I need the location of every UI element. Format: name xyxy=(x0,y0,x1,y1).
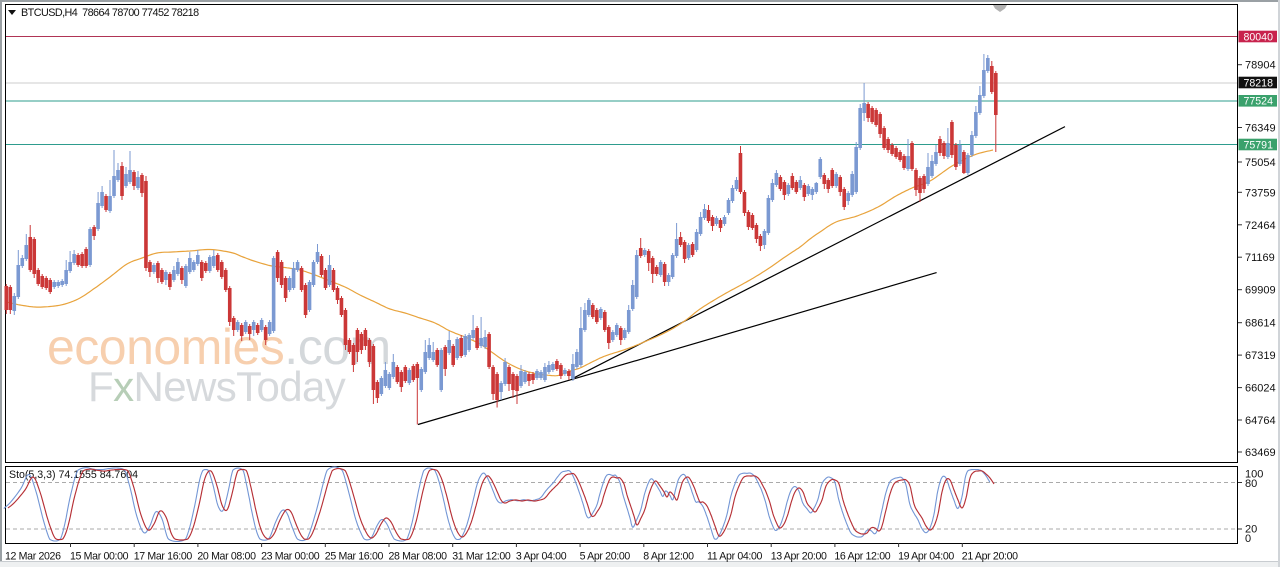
svg-text:64764: 64764 xyxy=(1245,415,1276,427)
svg-text:16 Apr 12:00: 16 Apr 12:00 xyxy=(834,551,890,563)
svg-text:69909: 69909 xyxy=(1245,285,1276,297)
svg-text:66024: 66024 xyxy=(1245,383,1276,395)
svg-text:13 Apr 20:00: 13 Apr 20:00 xyxy=(771,551,827,563)
svg-text:21 Apr 20:00: 21 Apr 20:00 xyxy=(962,551,1018,563)
svg-text:75791: 75791 xyxy=(1244,139,1274,151)
svg-text:76349: 76349 xyxy=(1245,123,1276,135)
svg-text:BTCUSD,H4 78664 78700 77452 7: BTCUSD,H4 78664 78700 77452 78218 xyxy=(21,7,199,19)
svg-text:25 Mar 16:00: 25 Mar 16:00 xyxy=(325,551,384,563)
svg-text:20 Mar 08:00: 20 Mar 08:00 xyxy=(197,551,256,563)
svg-text:8 Apr 12:00: 8 Apr 12:00 xyxy=(643,551,694,563)
svg-text:75054: 75054 xyxy=(1245,157,1276,169)
svg-text:23 Mar 00:00: 23 Mar 00:00 xyxy=(261,551,320,563)
svg-text:17 Mar 16:00: 17 Mar 16:00 xyxy=(134,551,193,563)
svg-text:77524: 77524 xyxy=(1244,96,1274,108)
svg-text:63469: 63469 xyxy=(1245,447,1276,459)
svg-text:67319: 67319 xyxy=(1245,350,1276,362)
svg-text:19 Apr 04:00: 19 Apr 04:00 xyxy=(898,551,954,563)
svg-text:68614: 68614 xyxy=(1245,318,1276,330)
svg-text:80040: 80040 xyxy=(1244,31,1274,43)
svg-text:5 Apr 20:00: 5 Apr 20:00 xyxy=(580,551,631,563)
svg-text:78218: 78218 xyxy=(1244,77,1274,89)
svg-text:72464: 72464 xyxy=(1245,220,1276,232)
svg-text:15 Mar 00:00: 15 Mar 00:00 xyxy=(70,551,129,563)
svg-text:71169: 71169 xyxy=(1245,252,1275,264)
svg-text:11 Apr 04:00: 11 Apr 04:00 xyxy=(707,551,763,563)
svg-text:28 Mar 08:00: 28 Mar 08:00 xyxy=(389,551,448,563)
svg-text:0: 0 xyxy=(1245,533,1251,545)
svg-text:FxNewsToday: FxNewsToday xyxy=(88,363,346,410)
svg-text:73759: 73759 xyxy=(1245,187,1276,199)
svg-text:80: 80 xyxy=(1245,478,1257,490)
svg-text:78904: 78904 xyxy=(1245,60,1276,72)
svg-text:20: 20 xyxy=(1245,524,1257,536)
svg-text:31 Mar 12:00: 31 Mar 12:00 xyxy=(452,551,511,563)
svg-text:100: 100 xyxy=(1245,469,1263,481)
svg-text:Sto(5,3,3) 74.1555 84.7604: Sto(5,3,3) 74.1555 84.7604 xyxy=(9,469,138,481)
svg-text:12 Mar 2026: 12 Mar 2026 xyxy=(5,551,61,563)
svg-text:3 Apr 04:00: 3 Apr 04:00 xyxy=(516,551,567,563)
